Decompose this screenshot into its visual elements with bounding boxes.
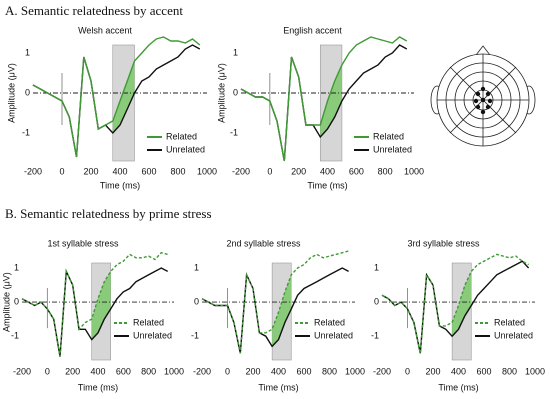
panel: -200 0 200 400 600 800 1000 -1 0 1 2nd syllable st… [191,238,365,392]
x-tick-label: 400 [271,366,286,376]
legend-label: Unrelated [166,144,205,154]
x-tick-label: 1000 [404,166,424,176]
series-line [32,36,201,158]
panel: -200 0 200 400 600 800 1000 -1 0 1 1st syllable st… [1,238,184,392]
x-tick-label: 400 [320,166,335,176]
panel: -200 0 200 400 600 800 1000 -1 0 1 English accent T… [216,25,424,190]
x-tick-label: 600 [116,366,131,376]
panel: -200 0 200 400 600 800 1000 -1 0 1 Welsh accent Tim… [6,25,217,190]
legend-label: Unrelated [314,330,353,340]
effect-area [112,61,135,133]
legend-label: Related [314,317,345,327]
y-tick-label: -1 [371,331,379,341]
x-tick-label: 600 [349,166,364,176]
legend-label: Related [373,131,404,141]
y-tick-label: 1 [194,262,199,272]
x-tick-label: 200 [245,366,260,376]
y-tick-label: 1 [233,47,238,57]
x-axis-label: Time (ms) [258,382,298,392]
x-tick-label: -200 [24,166,42,176]
legend-label: Unrelated [133,330,172,340]
x-tick-label: 1000 [345,366,365,376]
section-title: A. Semantic relatedness by accent [5,3,183,18]
effect-area [91,271,111,340]
x-axis-label: Time (ms) [78,382,118,392]
y-tick-label: 0 [25,87,30,97]
y-tick-label: -1 [22,127,30,137]
y-tick-label: 0 [233,87,238,97]
x-tick-label: -200 [232,166,250,176]
x-tick-label: 800 [141,366,156,376]
x-tick-label: 600 [476,366,491,376]
y-axis-label: Amplitude (μV) [6,63,16,123]
effect-area [320,65,342,137]
x-tick-label: 1000 [197,166,217,176]
series-line [240,36,408,162]
x-tick-label: 600 [296,366,311,376]
x-tick-label: 800 [378,166,393,176]
x-tick-label: -200 [373,366,391,376]
legend-label: Related [494,317,525,327]
y-tick-label: -1 [230,127,238,137]
y-axis-label: Amplitude (μV) [1,272,11,332]
x-tick-label: -200 [13,366,31,376]
effect-area [272,274,292,347]
x-axis-label: Time (ms) [307,180,347,190]
chart-title: 1st syllable stress [47,238,119,248]
series-line [381,253,529,354]
legend-label: Unrelated [494,330,533,340]
x-tick-label: 0 [45,366,50,376]
chart-title: Welsh accent [78,25,132,35]
y-tick-label: -1 [191,331,199,341]
legend-label: Related [133,317,164,327]
x-tick-label: -200 [193,366,211,376]
y-tick-label: 1 [14,262,19,272]
x-tick-label: 0 [405,366,410,376]
x-tick-label: 400 [112,166,127,176]
y-axis-label: Amplitude (μV) [216,63,226,123]
y-tick-label: 1 [25,47,30,57]
x-tick-label: 400 [451,366,466,376]
x-tick-label: 200 [425,366,440,376]
y-tick-label: -1 [11,331,19,341]
y-tick-label: 0 [194,296,199,306]
series-line [21,267,169,357]
x-tick-label: 400 [90,366,105,376]
chart-title: 2nd syllable stress [226,238,301,248]
x-tick-label: 1000 [525,366,545,376]
chart-title: 3rd syllable stress [407,238,480,248]
chart-title: English accent [283,25,342,35]
x-tick-label: 800 [322,366,337,376]
series-line [201,250,349,354]
y-tick-label: 0 [14,296,19,306]
panel: -200 0 200 400 600 800 1000 -1 0 1 3rd syllable st… [371,238,545,392]
legend-label: Unrelated [373,144,412,154]
x-tick-label: 0 [59,166,64,176]
x-axis-label: Time (ms) [438,382,478,392]
y-tick-label: 0 [374,296,379,306]
electrode-map [430,45,536,147]
x-tick-label: 1000 [164,366,184,376]
effect-area [452,271,472,337]
x-tick-label: 200 [291,166,306,176]
y-tick-label: 1 [374,262,379,272]
x-tick-label: 200 [65,366,80,376]
x-axis-label: Time (ms) [100,180,140,190]
x-tick-label: 200 [83,166,98,176]
section-title: B. Semantic relatedness by prime stress [5,206,212,221]
x-tick-label: 800 [502,366,517,376]
x-tick-label: 600 [141,166,156,176]
x-tick-label: 0 [225,366,230,376]
x-tick-label: 800 [170,166,185,176]
legend-label: Related [166,131,197,141]
x-tick-label: 0 [267,166,272,176]
